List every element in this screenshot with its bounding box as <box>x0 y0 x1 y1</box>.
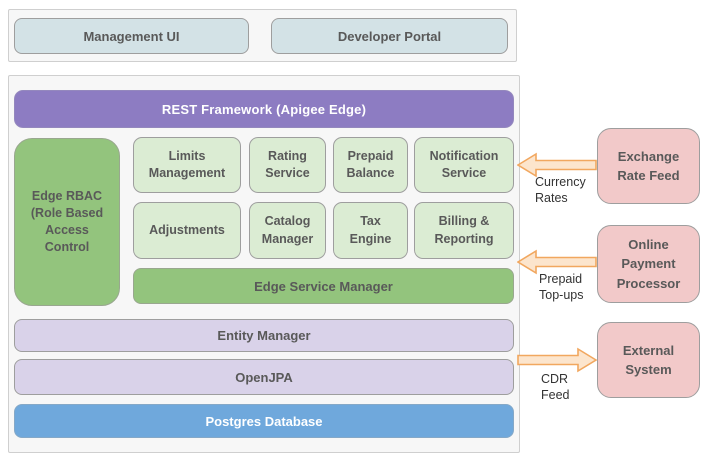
service-box-catalog-manager: Catalog Manager <box>249 202 326 259</box>
external-system-box: External System <box>597 322 700 398</box>
service-label-line: Balance <box>346 166 395 180</box>
entity-manager-bar: Entity Manager <box>14 319 514 352</box>
edge-service-manager-label: Edge Service Manager <box>254 278 393 294</box>
developer-portal-box: Developer Portal <box>271 18 508 54</box>
client-layer-panel: Management UI Developer Portal <box>8 9 517 62</box>
service-box-notification-service: Notification Service <box>414 137 514 193</box>
rest-framework-bar: REST Framework (Apigee Edge) <box>14 90 514 128</box>
service-label-line: Catalog <box>264 214 311 228</box>
service-label-line: Management <box>148 166 226 180</box>
edge-rbac-label-line: (Role Based <box>30 206 104 220</box>
service-label-line: Manager <box>261 231 314 246</box>
service-label-line: Service <box>265 166 310 180</box>
external-box-label-line: Exchange <box>617 148 680 164</box>
service-box-billing-reporting: Billing & Reporting <box>414 202 514 259</box>
service-label-line: Prepaid <box>347 148 394 163</box>
external-box-label-line: Rate Feed <box>617 168 680 183</box>
service-box-limits-management: Limits Management <box>133 137 241 193</box>
edge-rbac-box: Edge RBAC (Role Based Access Control <box>14 138 120 306</box>
edge-rbac-label-line: Control <box>44 240 90 254</box>
management-ui-label: Management UI <box>83 28 180 44</box>
postgres-database-bar: Postgres Database <box>14 404 514 438</box>
entity-manager-label: Entity Manager <box>217 328 311 343</box>
service-label-line: Engine <box>349 231 392 246</box>
edge-platform-panel: REST Framework (Apigee Edge) Edge RBAC (… <box>8 75 520 453</box>
external-box-label-line: Payment <box>621 256 676 272</box>
service-label-line: Notification <box>429 148 499 163</box>
service-box-adjustments: Adjustments <box>133 202 241 259</box>
exchange-rate-feed-box: Exchange Rate Feed <box>597 128 700 204</box>
management-ui-box: Management UI <box>14 18 249 54</box>
edge-rbac-label-line: Access <box>45 223 89 237</box>
edge-service-manager-bar: Edge Service Manager <box>133 268 514 304</box>
postgres-database-label: Postgres Database <box>205 413 323 429</box>
openjpa-bar: OpenJPA <box>14 359 514 395</box>
openjpa-label: OpenJPA <box>235 369 293 385</box>
cdr-feed-arrow-right-icon <box>517 347 597 373</box>
rest-framework-label: REST Framework (Apigee Edge) <box>161 101 367 117</box>
service-box-prepaid-balance: Prepaid Balance <box>333 137 408 193</box>
external-box-label-line: System <box>625 362 672 377</box>
external-box-label-line: Online <box>628 236 669 252</box>
service-label-line: Billing & <box>438 214 490 228</box>
prepaid-top-ups-label: Prepaid Top-ups <box>539 272 584 302</box>
online-payment-processor-box: Online Payment Processor <box>597 225 700 303</box>
service-label-line: Limits <box>168 148 206 163</box>
currency-rates-label: Currency Rates <box>535 175 586 205</box>
cdr-feed-label: CDR Feed <box>541 372 570 402</box>
external-box-label-line: External <box>622 342 675 358</box>
developer-portal-label: Developer Portal <box>337 28 442 44</box>
edge-rbac-label-line: Edge RBAC <box>31 189 103 203</box>
service-label-line: Rating <box>268 148 307 163</box>
service-box-tax-engine: Tax Engine <box>333 202 408 259</box>
service-label-line: Reporting <box>434 231 494 246</box>
service-label-line: Service <box>441 166 487 180</box>
prepaid-top-ups-arrow-left-icon <box>517 249 597 275</box>
currency-rates-arrow-left-icon <box>517 152 597 178</box>
service-label-line: Adjustments <box>149 222 225 237</box>
external-box-label-line: Processor <box>616 275 681 291</box>
service-label-line: Tax <box>360 214 381 228</box>
service-box-rating-service: Rating Service <box>249 137 326 193</box>
